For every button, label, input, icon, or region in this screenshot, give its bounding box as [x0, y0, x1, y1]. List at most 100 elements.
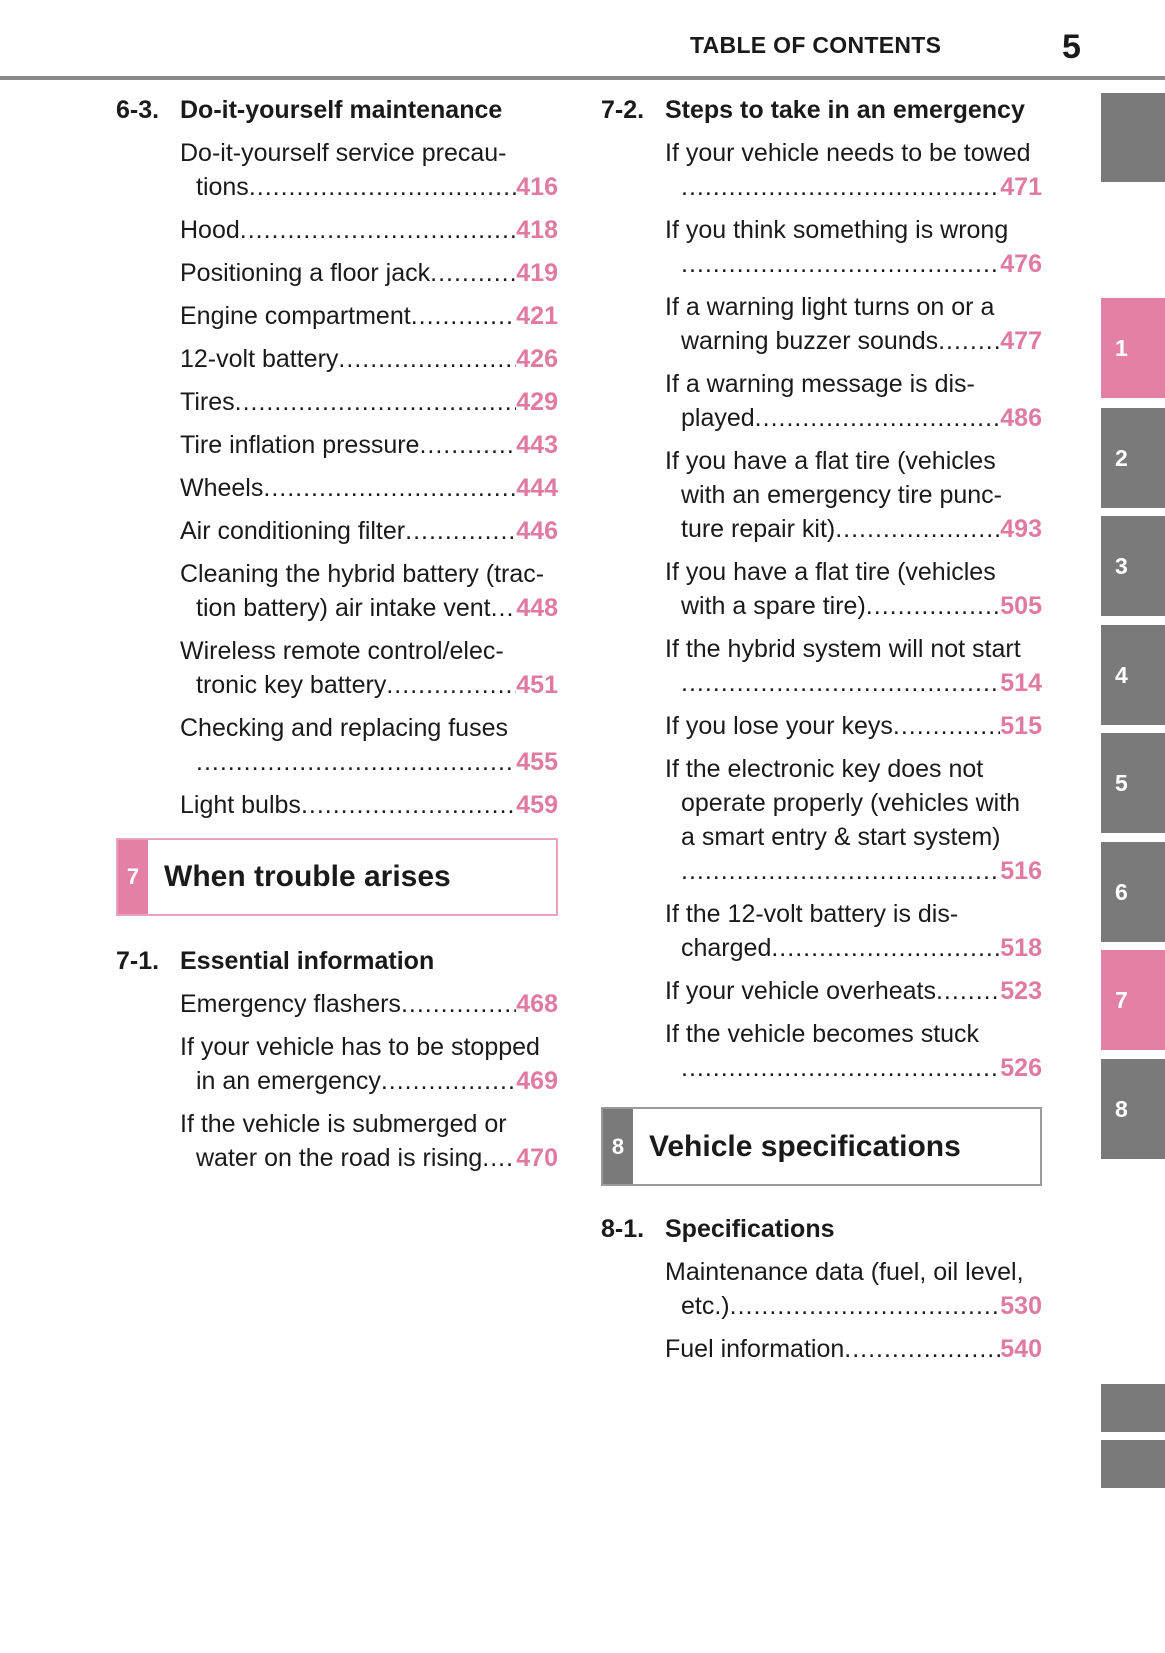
toc-entry[interactable]: 12-volt battery 426 [180, 342, 558, 376]
chapter-7-banner[interactable]: 7 When trouble arises [116, 838, 558, 916]
dot-leader [482, 1141, 516, 1175]
entry-text-line: If your vehicle needs to be towed [665, 139, 1031, 167]
page-link[interactable]: 468 [516, 990, 558, 1018]
chapter-7-badge: 7 [118, 840, 148, 914]
page-link[interactable]: 451 [516, 671, 558, 699]
side-tab[interactable] [1101, 93, 1165, 182]
chapter-8-banner[interactable]: 8 Vehicle specifications [601, 1107, 1042, 1186]
page-link[interactable]: 476 [1000, 250, 1042, 278]
page-link[interactable]: 526 [1000, 1054, 1042, 1082]
page-link[interactable]: 540 [1000, 1335, 1042, 1363]
entry-last-line: 476 [665, 247, 1042, 281]
toc-entry[interactable]: Tire inflation pressure 443 [180, 428, 558, 462]
side-tab-7[interactable]: 7 [1101, 950, 1165, 1050]
entry-text-line: Maintenance data (fuel, oil level, [665, 1258, 1024, 1286]
page-link[interactable]: 514 [1000, 669, 1042, 697]
toc-entry[interactable]: Wireless remote control/elec-tronic key … [180, 634, 558, 702]
toc-entry[interactable]: Hood 418 [180, 213, 558, 247]
entry-text-line: If the vehicle is submerged or [180, 1110, 507, 1138]
toc-entry[interactable]: If the hybrid system will not start 514 [665, 632, 1042, 700]
toc-entry[interactable]: Maintenance data (fuel, oil level, etc.) 5… [665, 1255, 1042, 1323]
side-tab-2[interactable]: 2 [1101, 408, 1165, 508]
page-link[interactable]: 523 [1000, 977, 1042, 1005]
side-tab-8[interactable]: 8 [1101, 1059, 1165, 1159]
dot-leader [893, 709, 1000, 743]
dot-leader [196, 745, 516, 779]
toc-entry[interactable]: Wheels 444 [180, 471, 558, 505]
entry-last-line: If you lose your keys 515 [665, 709, 1042, 743]
side-tab-5[interactable]: 5 [1101, 733, 1165, 833]
page-link[interactable]: 515 [1000, 712, 1042, 740]
entry-last-line: 471 [665, 170, 1042, 204]
entry-text-line: water on the road is rising [196, 1144, 483, 1172]
page-link[interactable]: 455 [516, 748, 558, 776]
toc-entry[interactable]: If the 12-volt battery is dis-charged 518 [665, 897, 1042, 965]
side-tab-4[interactable]: 4 [1101, 625, 1165, 725]
toc-entry[interactable]: If the vehicle is submerged or water on t… [180, 1107, 558, 1175]
entry-text-line: Air conditioning filter [180, 517, 406, 545]
page-link[interactable]: 418 [516, 216, 558, 244]
side-tab-6[interactable]: 6 [1101, 842, 1165, 942]
toc-entry[interactable]: If you have a flat tire (vehicles with a … [665, 555, 1042, 623]
entry-last-line: 516 [665, 854, 1042, 888]
page-link[interactable]: 469 [516, 1067, 558, 1095]
entry-text-line: If your vehicle overheats [665, 977, 936, 1005]
side-tab[interactable] [1101, 1384, 1165, 1432]
toc-entry[interactable]: Do-it-yourself service precau-tions 416 [180, 136, 558, 204]
toc-entry[interactable]: Fuel information 540 [665, 1332, 1042, 1366]
page-link[interactable]: 530 [1000, 1292, 1042, 1320]
page-link[interactable]: 448 [516, 594, 558, 622]
toc-entry[interactable]: If you have a flat tire (vehicles with an… [665, 444, 1042, 546]
page-link[interactable]: 471 [1000, 173, 1042, 201]
toc-entry[interactable]: Tires 429 [180, 385, 558, 419]
page-link[interactable]: 426 [516, 345, 558, 373]
dot-leader [301, 788, 516, 822]
dot-leader [411, 299, 517, 333]
toc-entry[interactable]: If the vehicle becomes stuck 526 [665, 1017, 1042, 1085]
toc-entry[interactable]: Cleaning the hybrid battery (trac-tion b… [180, 557, 558, 625]
toc-entry[interactable]: If a warning message is dis-played 486 [665, 367, 1042, 435]
dot-leader [263, 471, 516, 505]
entry-text-line: tronic key battery [196, 671, 387, 699]
toc-entry[interactable]: If your vehicle has to be stopped in an e… [180, 1030, 558, 1098]
toc-entry[interactable]: Positioning a floor jack 419 [180, 256, 558, 290]
side-tab-1[interactable]: 1 [1101, 298, 1165, 398]
toc-entry[interactable]: Engine compartment 421 [180, 299, 558, 333]
entry-last-line: 526 [665, 1051, 1042, 1085]
toc-entry[interactable]: Checking and replacing fuses 455 [180, 711, 558, 779]
entry-last-line: in an emergency 469 [180, 1064, 558, 1098]
page-link[interactable]: 444 [516, 474, 558, 502]
page-link[interactable]: 493 [1000, 515, 1042, 543]
page-link[interactable]: 419 [516, 259, 558, 287]
toc-entry[interactable]: If the electronic key does not operate pr… [665, 752, 1042, 888]
entry-text-line: a smart entry & start system) [681, 823, 1001, 851]
toc-entry[interactable]: Air conditioning filter 446 [180, 514, 558, 548]
page-link[interactable]: 446 [516, 517, 558, 545]
page-link[interactable]: 486 [1000, 404, 1042, 432]
toc-entry[interactable]: Emergency flashers 468 [180, 987, 558, 1021]
page-link[interactable]: 470 [516, 1144, 558, 1172]
page-link[interactable]: 459 [516, 791, 558, 819]
page-link[interactable]: 516 [1000, 857, 1042, 885]
entry-last-line: ture repair kit) 493 [665, 512, 1042, 546]
entry-text-line: If you have a flat tire (vehicles [665, 447, 996, 475]
entry-last-line: Emergency flashers 468 [180, 987, 558, 1021]
toc-entry[interactable]: If your vehicle needs to be towed 471 [665, 136, 1042, 204]
side-tab-3[interactable]: 3 [1101, 516, 1165, 616]
page-link[interactable]: 443 [516, 431, 558, 459]
side-tab[interactable] [1101, 1440, 1165, 1488]
page-link[interactable]: 429 [516, 388, 558, 416]
page-link[interactable]: 421 [516, 302, 558, 330]
toc-entry[interactable]: If your vehicle overheats 523 [665, 974, 1042, 1008]
entry-text-line: operate properly (vehicles with [681, 789, 1021, 817]
toc-entry[interactable]: If you think something is wrong 476 [665, 213, 1042, 281]
page-link[interactable]: 477 [1000, 327, 1042, 355]
page-link[interactable]: 518 [1000, 934, 1042, 962]
toc-entry[interactable]: If you lose your keys 515 [665, 709, 1042, 743]
entry-text-line: If your vehicle has to be stopped [180, 1033, 540, 1061]
page-link[interactable]: 505 [1000, 592, 1042, 620]
toc-entry[interactable]: If a warning light turns on or a warning … [665, 290, 1042, 358]
entry-last-line: warning buzzer sounds 477 [665, 324, 1042, 358]
page-link[interactable]: 416 [516, 173, 558, 201]
toc-entry[interactable]: Light bulbs 459 [180, 788, 558, 822]
